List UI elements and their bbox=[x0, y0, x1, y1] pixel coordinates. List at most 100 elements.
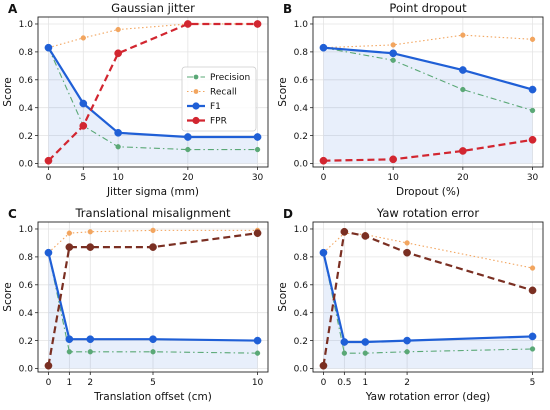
data-point-f1 bbox=[114, 128, 123, 137]
data-point-fpr bbox=[65, 243, 74, 251]
y-axis-label: Score bbox=[2, 77, 14, 106]
data-point-f1 bbox=[79, 99, 88, 108]
data-point-f1 bbox=[340, 338, 349, 346]
legend-box bbox=[181, 66, 257, 132]
data-point-fpr bbox=[528, 286, 537, 295]
data-point-recall bbox=[460, 32, 466, 38]
data-point-f1 bbox=[528, 332, 537, 341]
data-point-fpr bbox=[458, 147, 467, 155]
data-point-f1 bbox=[528, 85, 537, 94]
plot-frame bbox=[37, 16, 269, 168]
data-point-precision bbox=[390, 57, 396, 63]
x-tick-label: 10 bbox=[112, 173, 124, 183]
data-point-f1 bbox=[86, 335, 95, 344]
f1-area bbox=[323, 47, 533, 164]
panel-letter: A bbox=[8, 2, 18, 16]
x-tick-label: 1 bbox=[362, 378, 368, 388]
data-point-fpr bbox=[79, 121, 88, 130]
data-point-recall bbox=[390, 42, 396, 48]
x-tick-label: 10 bbox=[387, 173, 399, 183]
x-tick-label: 30 bbox=[527, 173, 539, 183]
panel-title: Gaussian jitter bbox=[111, 1, 195, 15]
data-point-precision bbox=[529, 107, 536, 114]
data-point-recall bbox=[80, 35, 86, 41]
data-point-fpr bbox=[340, 227, 349, 236]
legend-label: Recall bbox=[210, 88, 237, 98]
legend-label: F1 bbox=[210, 102, 221, 112]
x-tick-label: 0 bbox=[321, 173, 327, 183]
panel-letter: C bbox=[8, 207, 17, 221]
legend-marker bbox=[192, 102, 200, 110]
data-point-fpr bbox=[114, 49, 123, 58]
data-point-recall bbox=[66, 230, 73, 236]
y-axis-label: Score bbox=[2, 282, 14, 311]
data-point-f1 bbox=[458, 66, 467, 74]
x-tick-label: 5 bbox=[530, 378, 536, 388]
y-tick-label: 0.8 bbox=[19, 253, 34, 263]
x-axis-label: Yaw rotation error (deg) bbox=[365, 391, 491, 403]
y-axis-label: Score bbox=[277, 282, 289, 311]
data-point-f1 bbox=[319, 43, 328, 52]
x-tick-label: 5 bbox=[150, 378, 156, 388]
y-axis-label: Score bbox=[277, 77, 289, 106]
data-point-fpr bbox=[319, 156, 328, 165]
data-point-fpr bbox=[403, 248, 411, 257]
data-point-f1 bbox=[149, 335, 157, 344]
legend-marker bbox=[193, 89, 199, 94]
legend: Precision Recall F1 FPR bbox=[181, 66, 257, 132]
panel-d: 0.0 0.2 0.4 0.6 0.8 1.0 0 0.5 1 2 5 Yaw rotation er… bbox=[277, 206, 544, 403]
data-point-precision bbox=[254, 350, 261, 356]
data-point-precision bbox=[150, 349, 156, 355]
data-point-f1 bbox=[44, 43, 53, 52]
y-tick-label: 0.8 bbox=[294, 253, 309, 263]
y-tick-label: 0.8 bbox=[294, 48, 309, 58]
x-tick-label: 0 bbox=[46, 173, 52, 183]
y-tick-label: 0.4 bbox=[19, 309, 34, 319]
x-axis-label: Dropout (%) bbox=[396, 186, 460, 198]
series-line-fpr bbox=[323, 138, 533, 162]
panel-title: Point dropout bbox=[389, 1, 467, 15]
legend-marker bbox=[192, 116, 200, 125]
panel-letter: B bbox=[283, 2, 292, 16]
y-tick-label: 1.0 bbox=[19, 225, 34, 235]
f1-area bbox=[48, 47, 258, 164]
data-point-precision bbox=[460, 86, 466, 93]
series-line-recall bbox=[323, 34, 533, 49]
x-tick-label: 10 bbox=[252, 378, 264, 388]
x-tick-label: 1 bbox=[66, 378, 72, 388]
data-point-recall bbox=[87, 229, 93, 235]
data-point-recall bbox=[529, 36, 536, 42]
data-point-fpr bbox=[44, 156, 53, 165]
data-point-fpr bbox=[319, 361, 328, 370]
legend-marker bbox=[193, 74, 199, 80]
series-line-precision bbox=[323, 47, 533, 112]
data-point-precision bbox=[404, 349, 410, 355]
y-tick-label: 0.0 bbox=[294, 365, 309, 375]
f1-area bbox=[323, 252, 533, 369]
data-point-f1 bbox=[183, 133, 192, 141]
y-tick-label: 0.4 bbox=[19, 104, 34, 114]
data-point-fpr bbox=[253, 20, 262, 28]
y-tick-label: 0.0 bbox=[19, 365, 34, 375]
panel-a: 0.0 0.2 0.4 0.6 0.8 1.0 0 5 10 20 30 Jitter sigma (… bbox=[2, 1, 269, 198]
y-tick-label: 0.6 bbox=[294, 281, 309, 291]
data-point-fpr bbox=[86, 243, 95, 251]
data-point-f1 bbox=[389, 49, 398, 58]
data-point-precision bbox=[185, 146, 191, 153]
data-point-f1 bbox=[361, 338, 370, 346]
data-point-fpr bbox=[528, 135, 537, 144]
data-point-recall bbox=[529, 265, 536, 271]
data-point-f1 bbox=[403, 336, 411, 345]
x-tick-label: 30 bbox=[252, 173, 264, 183]
series-line-fpr bbox=[47, 232, 258, 366]
y-tick-label: 0.2 bbox=[294, 337, 308, 347]
panel-b: 0.0 0.2 0.4 0.6 0.8 1.0 0 10 20 30 Dropout (%) Scor… bbox=[277, 1, 544, 198]
legend-label: Precision bbox=[210, 73, 250, 83]
y-tick-label: 0.6 bbox=[19, 281, 34, 291]
x-axis-label: Translation offset (cm) bbox=[93, 391, 212, 403]
x-tick-label: 20 bbox=[457, 173, 469, 183]
panel-letter: D bbox=[283, 207, 293, 221]
y-tick-label: 0.8 bbox=[19, 48, 34, 58]
panel-title: Yaw rotation error bbox=[376, 206, 479, 220]
series-line-f1 bbox=[322, 252, 533, 344]
